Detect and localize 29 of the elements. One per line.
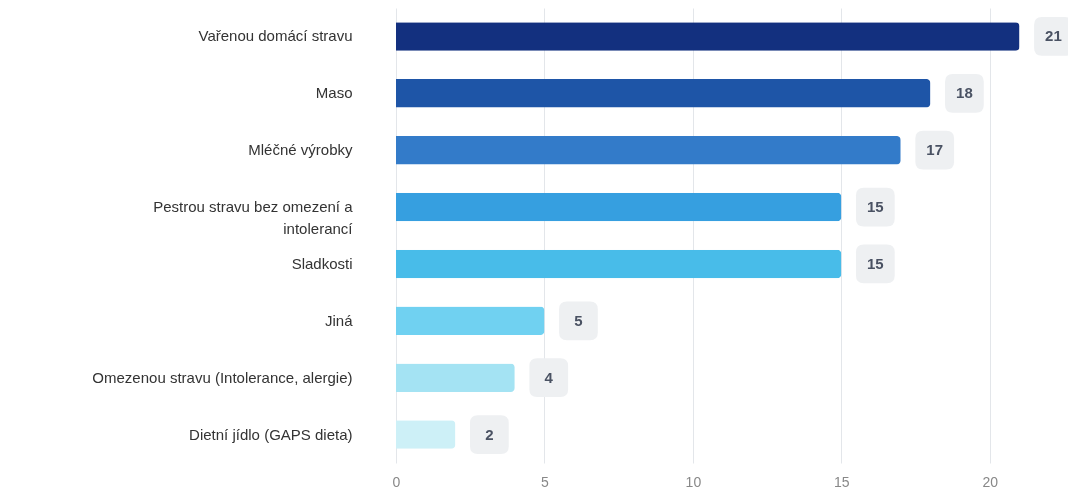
data-label: 5	[574, 311, 583, 329]
y-tick-label: Sladkosti	[291, 254, 353, 272]
bar	[396, 363, 515, 392]
bar	[396, 192, 842, 222]
bar	[396, 135, 901, 165]
bar	[396, 249, 842, 279]
data-label: 4	[544, 368, 554, 386]
y-tick-label: Jiná	[324, 311, 354, 329]
x-tick-label: 5	[541, 473, 550, 490]
x-tick-label: 20	[982, 473, 999, 490]
y-tick-label: Omezenou stravu (Intolerance, alergie)	[92, 368, 353, 386]
bar	[396, 79, 931, 108]
y-tick-label: Pestrou stravu bez omezení a intolerancí	[153, 198, 354, 238]
data-label: 18	[956, 84, 973, 102]
y-tick-label: Maso	[315, 84, 353, 102]
x-tick-label: 0	[392, 473, 401, 490]
data-label: 15	[866, 198, 884, 216]
y-tick-label: Vařenou domácí stravu	[198, 27, 353, 45]
y-tick-label: Dietní jídlo (GAPS dieta)	[189, 425, 353, 443]
y-tick-label: Mléčné výrobky	[248, 141, 353, 159]
x-tick-label: 15	[834, 473, 850, 490]
bar	[396, 306, 545, 336]
bar	[396, 420, 456, 449]
data-label: 21	[1045, 27, 1062, 45]
data-label: 2	[485, 425, 494, 443]
x-tick-label: 10	[685, 473, 702, 490]
bar	[396, 22, 1020, 51]
data-label: 17	[926, 141, 944, 159]
data-label: 15	[866, 254, 884, 272]
